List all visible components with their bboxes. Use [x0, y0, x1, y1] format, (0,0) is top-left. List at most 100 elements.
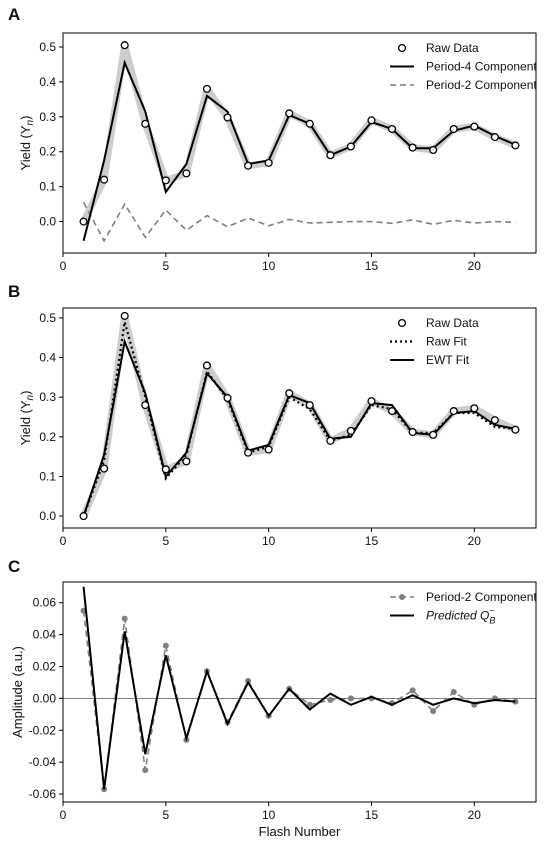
data-point [511, 141, 520, 150]
legend-label-raw-data: Raw Data [426, 41, 479, 55]
y-tick-label: 0.0 [39, 509, 56, 523]
panel-A: A 0 5 10 15 20 0.0 0.1 0.2 0.3 0.4 0.5 Yield (Yn) Raw… [8, 5, 537, 273]
y-tick-label: 0.0 [39, 215, 56, 229]
data-point [223, 113, 232, 122]
data-point [202, 84, 212, 93]
data-point [327, 696, 334, 703]
y-tick-label: 0.4 [39, 75, 56, 89]
data-point [142, 767, 149, 774]
x-tick-label: 10 [262, 259, 276, 273]
data-point [100, 464, 109, 473]
data-point [490, 416, 499, 425]
data-point [326, 151, 335, 160]
y-tick-label: -0.04 [29, 755, 57, 769]
data-point [449, 124, 458, 134]
data-point [79, 512, 88, 521]
y-tick-label: 0.2 [39, 430, 56, 444]
data-point [429, 145, 438, 155]
data-point [450, 689, 457, 695]
panel-label: B [8, 282, 20, 301]
x-tick-label: 10 [262, 808, 276, 822]
y-tick-label: 0.2 [39, 145, 56, 159]
data-point [264, 158, 273, 167]
series-predicted-q-line [82, 586, 516, 790]
x-tick-label: 15 [365, 534, 379, 548]
data-point [346, 426, 355, 435]
data-point [367, 116, 376, 125]
axes-frame [62, 307, 537, 529]
data-point [387, 124, 397, 134]
data-point [306, 701, 313, 708]
y-tick-label: 0.3 [39, 110, 56, 124]
x-tick-label: 0 [60, 808, 67, 822]
y-tick-label: 0.04 [33, 628, 57, 642]
data-point [512, 698, 519, 705]
y-tick-label: -0.02 [29, 723, 57, 737]
x-tick-label: 20 [468, 534, 482, 548]
y-tick-label: 0.5 [39, 311, 56, 325]
x-tick-label: 15 [365, 808, 379, 822]
x-tick-label: 20 [468, 259, 482, 273]
panel-B: B 0 5 10 15 20 0.0 0.1 0.2 0.3 0.4 0.5 Yield (Yn) Raw… [8, 282, 537, 548]
y-tick-label: -0.06 [29, 787, 57, 801]
legend-label-raw-fit: Raw Fit [426, 335, 467, 349]
legend-label-raw-data: Raw Data [426, 316, 479, 330]
data-point [367, 397, 376, 406]
legend: Raw Data Raw Fit EWT Fit [390, 316, 479, 367]
axes-frame [62, 32, 537, 254]
data-point [120, 41, 129, 50]
legend-marker-period-2-component [399, 594, 405, 600]
legend-marker-raw-data [397, 318, 407, 328]
y-tick-label: 0.00 [33, 691, 57, 705]
panel-C: C 0 5 10 15 20 -0.06 -0.04 -0.02 0.00 0.02 0.04 0.06… [8, 557, 537, 839]
legend-label-ewt-fit: EWT Fit [426, 353, 470, 367]
legend-marker-raw-data [397, 43, 407, 53]
data-point [223, 393, 232, 403]
series-ewt-fit-line [82, 338, 516, 517]
data-point [387, 407, 397, 416]
x-tick-label: 5 [162, 534, 169, 548]
legend-label-predicted-q: Predicted QB− [426, 606, 495, 626]
y-axis-label: Amplitude (a.u.) [10, 646, 25, 738]
data-point [121, 615, 128, 622]
data-point [202, 361, 212, 370]
panel-label: C [8, 557, 20, 576]
legend: Raw Data Period-4 Component Period-2 Compo… [390, 41, 537, 92]
data-point [244, 161, 253, 170]
x-tick-label: 5 [162, 808, 169, 822]
data-point [470, 122, 479, 131]
legend: Period-2 Component Predicted QB− [390, 590, 537, 626]
data-point [120, 311, 129, 320]
data-point [161, 465, 170, 474]
panel-label: A [8, 5, 20, 24]
data-point [408, 143, 417, 152]
y-tick-label: 0.5 [39, 40, 56, 54]
data-point [408, 428, 417, 437]
data-point [162, 642, 169, 649]
x-tick-label: 0 [60, 259, 67, 273]
data-point [470, 404, 479, 413]
data-point [161, 176, 170, 185]
data-point [326, 436, 335, 445]
axes-frame [62, 581, 537, 803]
data-point [347, 695, 354, 702]
y-tick-label: 0.06 [33, 596, 57, 610]
data-point [346, 142, 355, 151]
data-point [409, 687, 416, 694]
y-tick-label: 0.3 [39, 390, 56, 404]
x-tick-label: 0 [60, 534, 67, 548]
legend-label-period-2-component: Period-2 Component [426, 590, 537, 604]
y-tick-label: 0.4 [39, 351, 56, 365]
y-axis-label: Yield (Yn) [18, 391, 36, 446]
data-point [430, 708, 437, 715]
x-tick-label: 20 [468, 808, 482, 822]
data-point [449, 407, 458, 416]
data-point [100, 175, 109, 184]
x-tick-label: 10 [262, 534, 276, 548]
data-point [141, 401, 150, 410]
y-tick-label: 0.1 [39, 180, 56, 194]
data-point [285, 389, 294, 398]
data-point [511, 425, 520, 434]
series-period-2-component-line [82, 202, 516, 243]
